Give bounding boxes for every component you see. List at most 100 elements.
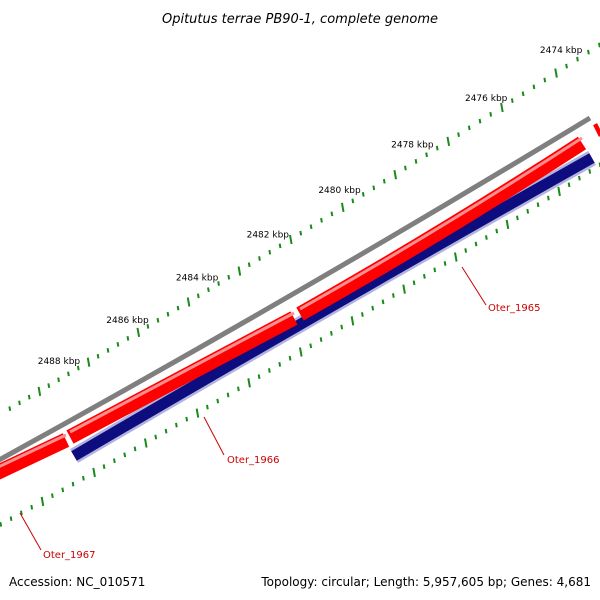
gene-highlight bbox=[299, 136, 583, 311]
minor-tick bbox=[27, 394, 31, 400]
minor-tick bbox=[412, 280, 416, 286]
minor-tick bbox=[206, 404, 209, 410]
minor-tick bbox=[166, 311, 170, 317]
genome-backbone bbox=[0, 115, 592, 463]
minor-tick bbox=[485, 235, 488, 240]
minor-tick bbox=[576, 56, 579, 62]
minor-tick bbox=[381, 299, 385, 305]
minor-tick bbox=[18, 400, 21, 406]
minor-tick bbox=[76, 365, 80, 371]
minor-tick bbox=[226, 392, 230, 398]
minor-tick bbox=[217, 281, 220, 286]
major-tick bbox=[505, 219, 510, 230]
major-tick bbox=[402, 284, 406, 294]
minor-tick bbox=[340, 324, 344, 330]
gene-highlight bbox=[69, 311, 295, 434]
minor-tick bbox=[414, 159, 418, 164]
minor-tick bbox=[435, 145, 439, 151]
minor-tick bbox=[536, 202, 540, 208]
minor-tick bbox=[278, 243, 282, 249]
major-tick bbox=[340, 202, 345, 213]
minor-tick bbox=[565, 63, 568, 69]
scale-label: 2478 kbp bbox=[391, 140, 434, 150]
minor-tick bbox=[278, 361, 282, 367]
gene-forward-edge[interactable] bbox=[593, 123, 600, 137]
minor-tick bbox=[351, 198, 355, 204]
minor-tick bbox=[404, 165, 407, 171]
minor-tick bbox=[474, 241, 478, 247]
minor-tick bbox=[578, 175, 581, 181]
major-tick bbox=[86, 357, 91, 367]
gene-label-oter-1967[interactable]: Oter_1967 bbox=[43, 550, 96, 561]
minor-tick bbox=[510, 98, 514, 104]
scale-label: 2488 kbp bbox=[38, 357, 81, 367]
minor-tick bbox=[309, 343, 313, 349]
gene-oter-1967[interactable] bbox=[0, 433, 70, 480]
minor-tick bbox=[156, 317, 160, 323]
minor-tick bbox=[154, 434, 158, 440]
major-tick bbox=[393, 169, 398, 180]
major-tick bbox=[247, 378, 251, 388]
scale-label: 2482 kbp bbox=[247, 230, 290, 240]
minor-tick bbox=[526, 208, 530, 214]
minor-tick bbox=[521, 91, 525, 97]
major-tick bbox=[136, 327, 141, 338]
minor-tick bbox=[320, 217, 323, 223]
minor-tick bbox=[567, 182, 571, 188]
minor-tick bbox=[587, 49, 590, 55]
minor-tick bbox=[372, 185, 376, 191]
major-tick bbox=[554, 68, 558, 78]
map-title: Opitutus terrae PB90-1, complete genome bbox=[162, 12, 438, 27]
minor-tick bbox=[288, 355, 292, 361]
major-tick bbox=[289, 234, 293, 245]
minor-tick bbox=[467, 125, 471, 131]
minor-tick bbox=[237, 386, 240, 392]
minor-tick bbox=[382, 178, 386, 184]
minor-tick bbox=[176, 305, 180, 311]
minor-tick bbox=[96, 353, 100, 359]
minor-tick bbox=[185, 416, 189, 422]
major-tick bbox=[37, 386, 42, 397]
gene-labels: Oter_1965 Oter_1966 Oter_1967 bbox=[19, 266, 541, 561]
minor-tick bbox=[543, 77, 547, 83]
gene-label-oter-1966[interactable]: Oter_1966 bbox=[227, 455, 280, 466]
major-tick bbox=[92, 467, 96, 478]
major-tick bbox=[40, 496, 45, 507]
minor-tick bbox=[457, 132, 460, 138]
minor-tick bbox=[123, 452, 127, 458]
minor-tick bbox=[113, 458, 116, 464]
minor-tick bbox=[82, 475, 85, 481]
scale-label: 2476 kbp bbox=[465, 94, 508, 104]
major-tick bbox=[500, 102, 504, 113]
scale-label: 2474 kbp bbox=[540, 46, 583, 56]
minor-tick bbox=[330, 330, 333, 336]
scale-label: 2486 kbp bbox=[106, 316, 149, 326]
minor-tick bbox=[207, 287, 210, 293]
minor-tick bbox=[146, 323, 150, 329]
minor-tick bbox=[464, 248, 468, 253]
minor-tick bbox=[20, 510, 23, 516]
minor-tick bbox=[0, 521, 3, 527]
minor-tick bbox=[319, 337, 323, 342]
accession-text: Accession: NC_010571 bbox=[9, 575, 145, 589]
minor-tick bbox=[133, 446, 137, 452]
gene-oter-1966[interactable] bbox=[66, 311, 298, 444]
minor-tick bbox=[227, 274, 231, 280]
minor-tick bbox=[106, 347, 110, 353]
minor-tick bbox=[61, 487, 65, 493]
minor-tick bbox=[423, 273, 426, 279]
minor-tick bbox=[175, 422, 178, 428]
minor-tick bbox=[247, 262, 251, 268]
minor-tick bbox=[478, 118, 482, 124]
gene-label-oter-1965[interactable]: Oter_1965 bbox=[488, 303, 541, 314]
minor-tick bbox=[47, 383, 51, 388]
gene-oter-1965-body[interactable] bbox=[71, 153, 595, 461]
scale-label: 2480 kbp bbox=[318, 186, 361, 196]
minor-tick bbox=[361, 191, 365, 197]
gene-forward-upper[interactable] bbox=[296, 136, 587, 321]
label-leader bbox=[203, 416, 225, 456]
minor-tick bbox=[30, 504, 34, 510]
minor-tick bbox=[425, 152, 428, 158]
minor-tick bbox=[495, 228, 499, 234]
